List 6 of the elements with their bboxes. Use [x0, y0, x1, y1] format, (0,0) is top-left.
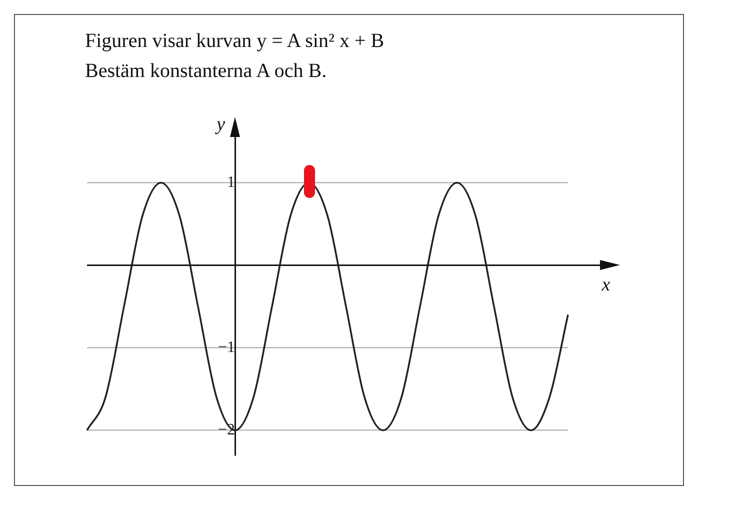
y-tick-label: 1	[227, 174, 235, 191]
chart-subtitle: Bestäm konstanterna A och B.	[85, 59, 328, 84]
chart-title: Figuren visar kurvan y = A sin² x + B	[85, 29, 384, 54]
y-axis-title: y	[214, 114, 226, 135]
x-axis-title: x	[600, 274, 611, 296]
y-tick-label: −1	[218, 338, 235, 356]
